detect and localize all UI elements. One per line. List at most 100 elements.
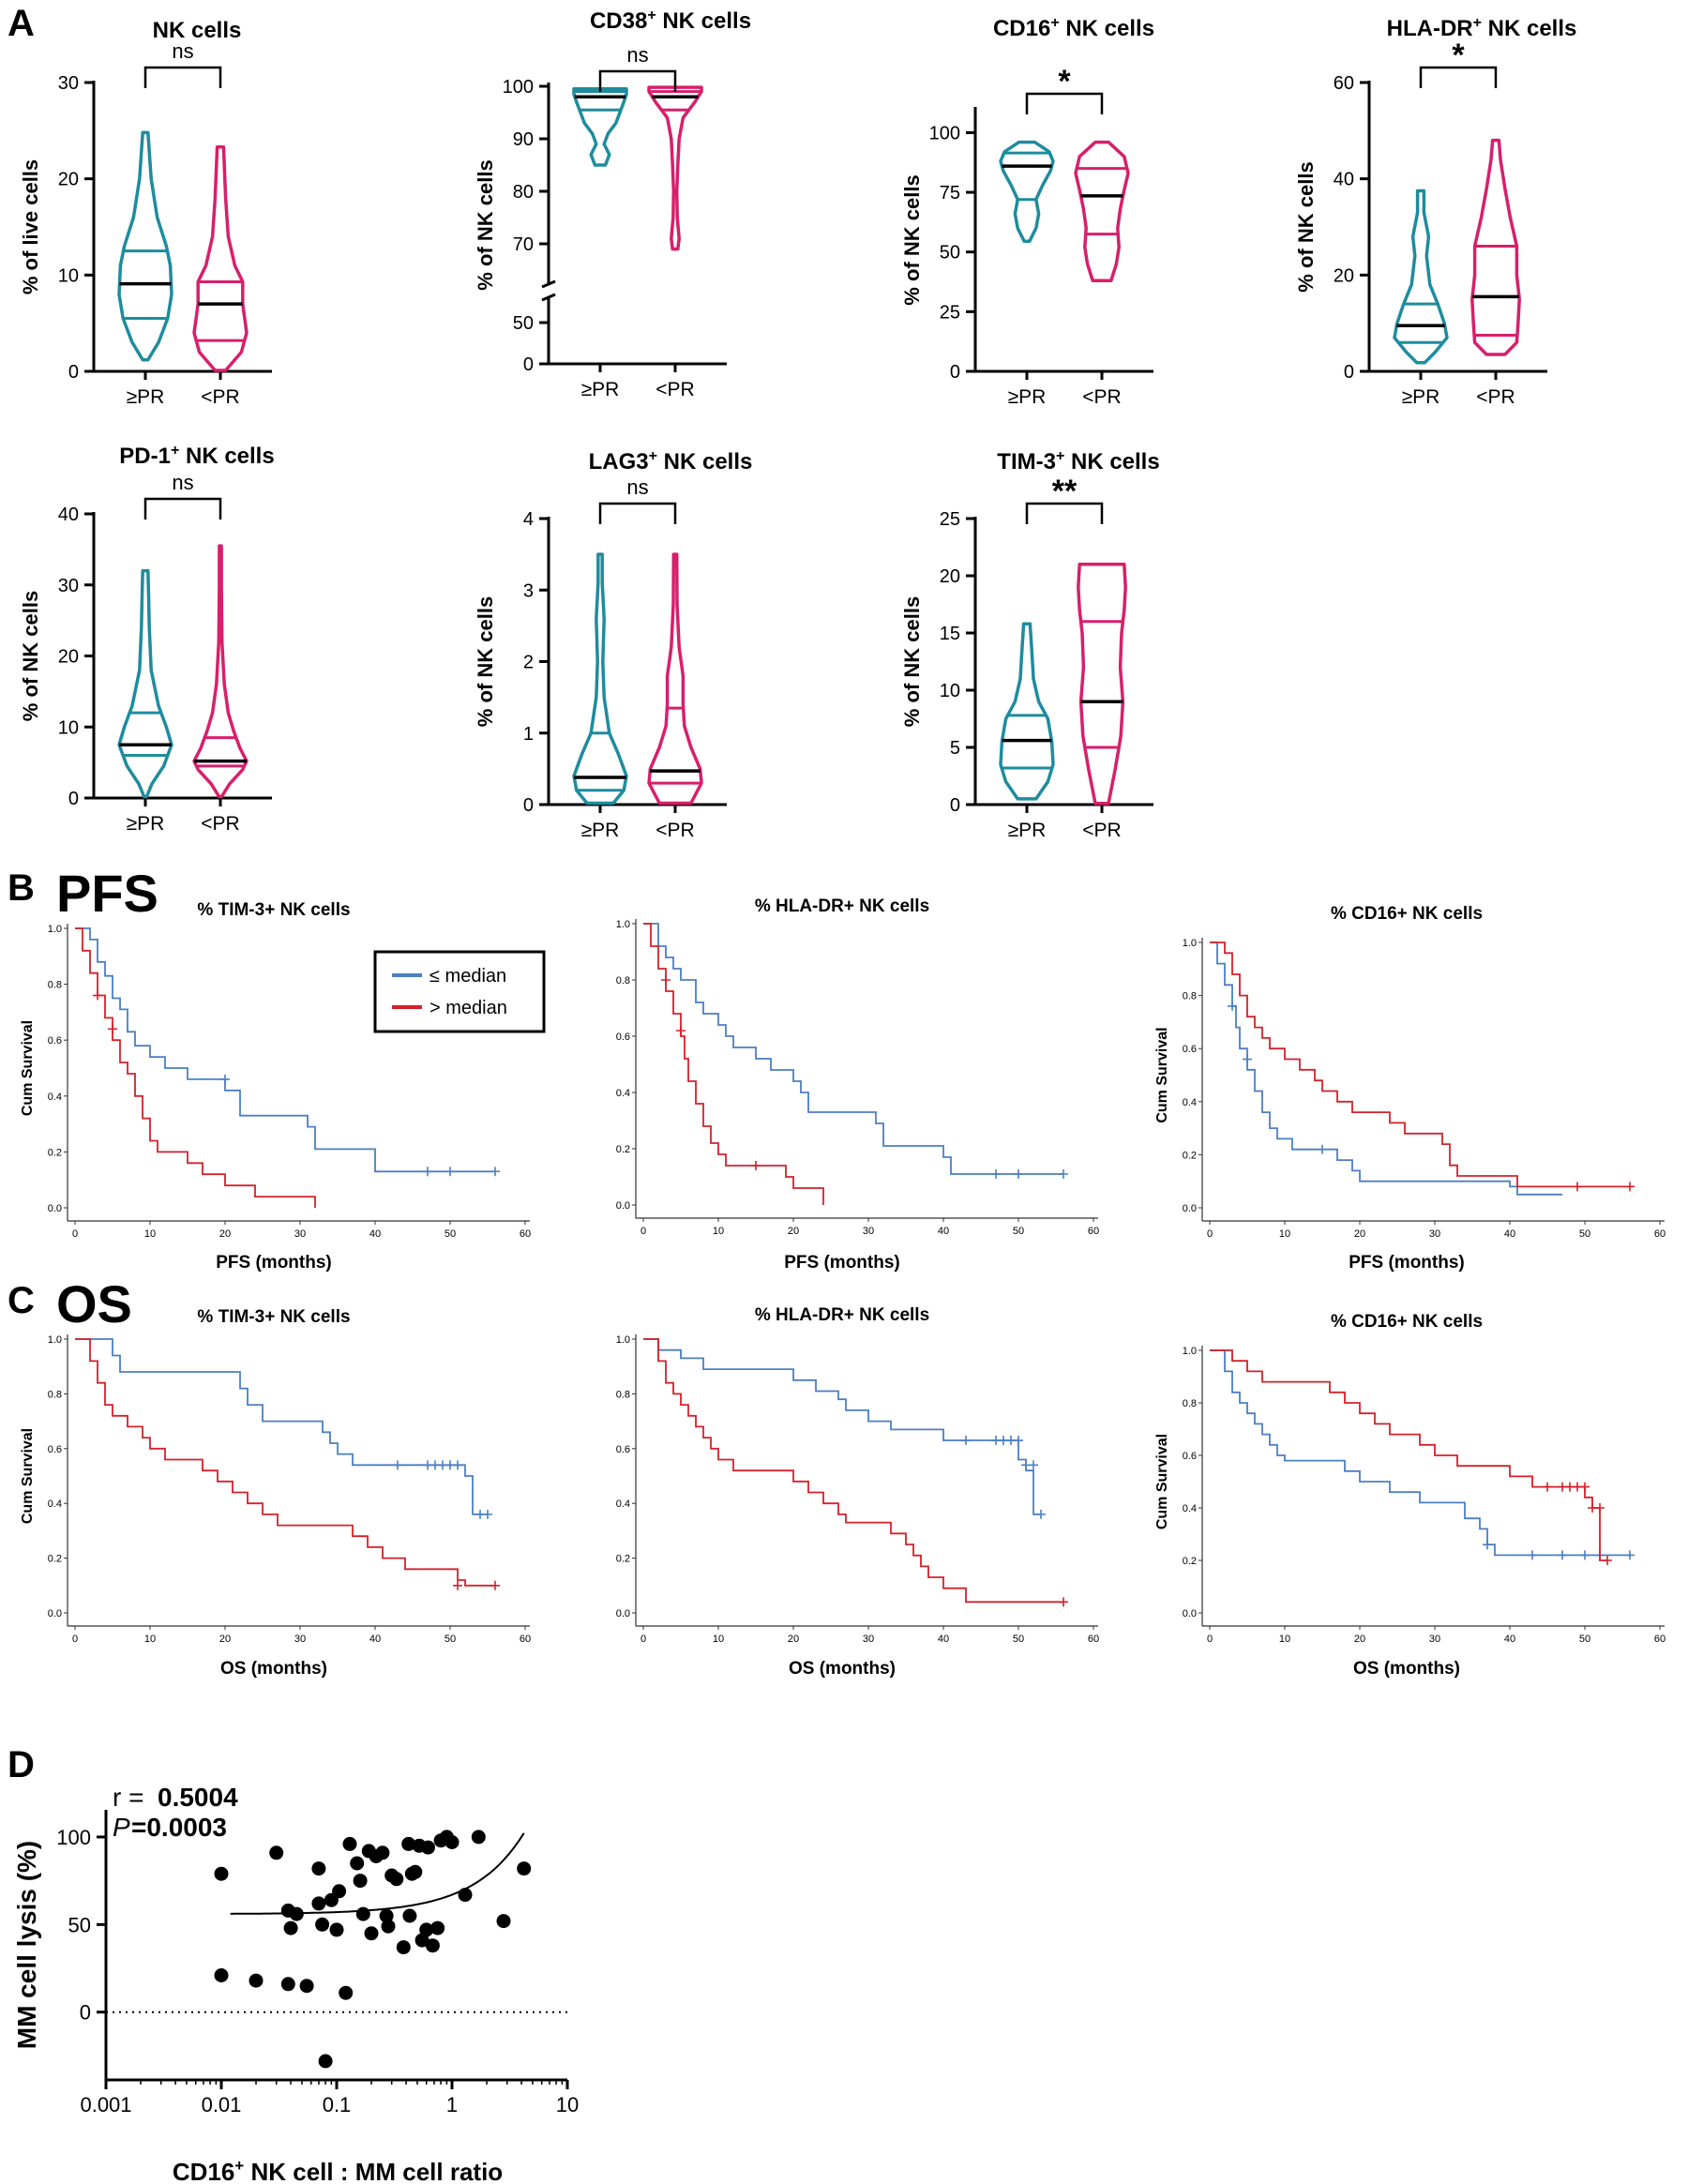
violin-ge-pr [1393, 188, 1449, 365]
x-tick-label: <PR [1082, 386, 1121, 408]
y-axis-label: % of NK cells [900, 174, 924, 305]
y-tick-label: 0 [950, 362, 960, 383]
x-tick-label: 60 [520, 1634, 531, 1645]
scatter-point [355, 1906, 370, 1921]
violin-ge-pr [572, 87, 628, 167]
y-tick-label: 0.2 [1183, 1556, 1197, 1567]
y-tick-label: 20 [58, 647, 79, 668]
scatter-point [269, 1845, 284, 1860]
km-legend: ≤ median > median [373, 950, 546, 1033]
panel-letter-c: C [8, 1280, 35, 1321]
km-chart-os_tim3: 0.0 0.2 0.4 0.6 0.8 1.0 0 10 20 30 40 50 60 % TIM-3+ … [20, 1307, 531, 1679]
violin-lt-pr [647, 552, 703, 806]
title-superscript: + [171, 443, 179, 459]
legend-box [373, 950, 546, 1033]
x-axis-label: CD16+ NK cell : MM cell ratio [173, 2157, 503, 2184]
y-axis-label: % of NK cells [19, 591, 42, 721]
scatter-point [445, 1835, 460, 1849]
y-tick-label: 0 [68, 789, 79, 809]
scatter-point [249, 1973, 264, 1988]
x-tick-label: ≥PR [1402, 386, 1440, 408]
y-tick-label: 0.2 [48, 1147, 62, 1158]
scatter-point [329, 1922, 344, 1937]
violin-chart-tim3: TIM-3+ NK cells 0 5 10 15 20 25 ≥PR <PR % of NK c… [900, 448, 1160, 841]
title-main: NK cells [153, 18, 242, 43]
censor-mark [453, 1580, 462, 1590]
y-tick-label: 100 [503, 77, 534, 98]
y-tick-label: 0.2 [48, 1554, 62, 1565]
scatter-point [214, 1866, 229, 1881]
x-tick-label: ≥PR [1008, 386, 1047, 408]
x-tick-label: 40 [938, 1634, 949, 1645]
violin-chart-cd38: CD38+ NK cells 0 50 70 80 90 100 ≥PR <PR % of NK … [474, 8, 751, 400]
title-rest: NK cells [1060, 16, 1154, 41]
scatter-point [342, 1836, 357, 1851]
y-tick-label: 0.0 [1183, 1203, 1197, 1214]
x-tick-label: 0 [1207, 1634, 1213, 1645]
y-tick-label: 100 [56, 1826, 91, 1849]
censor-mark [1595, 1503, 1605, 1513]
y-tick-label: 0.2 [616, 1554, 630, 1565]
censor-mark [1029, 1460, 1038, 1470]
x-axis-label-rest: NK cell : MM cell ratio [244, 2158, 503, 2184]
y-tick-label: 0.2 [1183, 1150, 1197, 1161]
x-tick-label: <PR [201, 386, 239, 408]
violin-lt-pr [1470, 138, 1521, 356]
censor-mark [1580, 1550, 1590, 1560]
x-tick-label: 20 [788, 1226, 799, 1237]
km-chart-os_cd16: 0.0 0.2 0.4 0.6 0.8 1.0 0 10 20 30 40 50 60 % CD16+ N… [1154, 1312, 1665, 1679]
x-tick-label: 20 [788, 1634, 799, 1645]
censor-mark [1243, 1054, 1252, 1064]
scatter-point [214, 1968, 229, 1982]
y-tick-label: 0.0 [616, 1608, 630, 1619]
title-superscript: + [1473, 15, 1482, 31]
censor-mark [961, 1436, 971, 1446]
x-tick-label: 40 [1504, 1634, 1515, 1645]
y-tick-label: 1 [523, 724, 534, 745]
significance-bracket [143, 497, 222, 520]
censor-mark [1625, 1550, 1635, 1560]
y-tick-label: 0.4 [48, 1092, 62, 1103]
violin-lt-pr [1074, 140, 1130, 283]
x-tick-label: 10 [1279, 1228, 1290, 1240]
scatter-point [419, 1922, 434, 1937]
scatter-point [280, 1977, 295, 1992]
y-tick-label: 0.0 [616, 1200, 630, 1212]
x-tick-label: 30 [863, 1634, 874, 1645]
scatter-point [318, 2054, 333, 2069]
x-tick-label: 10 [556, 2093, 579, 2116]
km-series-red [75, 927, 316, 1208]
y-tick-label: 70 [513, 234, 534, 255]
panel-b-title: PFS [56, 864, 158, 923]
scatter-point [381, 1919, 396, 1934]
x-tick-label: 0 [1207, 1228, 1213, 1240]
title-main: LAG3 [589, 449, 649, 474]
y-tick-label: 30 [58, 576, 79, 596]
x-tick-label: ≥PR [581, 379, 620, 400]
x-tick-label: <PR [201, 813, 239, 835]
annotation-r-label: r = [113, 1783, 143, 1812]
y-tick-label: 10 [58, 265, 79, 286]
censor-mark [220, 1074, 230, 1084]
censor-mark [1625, 1182, 1635, 1192]
censor-mark [1528, 1550, 1537, 1560]
x-axis-label: OS (months) [789, 1659, 896, 1679]
x-tick-label: 50 [1579, 1634, 1590, 1645]
x-tick-label: 50 [1013, 1226, 1024, 1237]
censor-mark [1059, 1169, 1068, 1179]
title-rest: NK cells [1482, 16, 1576, 41]
scatter-point [350, 1856, 365, 1871]
y-tick-label: 0 [523, 354, 534, 375]
scatter-point [430, 1920, 445, 1935]
km-series-blue [1210, 941, 1562, 1196]
chart-title: TIM-3+ NK cells [997, 448, 1159, 474]
km-series-red [75, 1338, 495, 1587]
y-tick-label: 1.0 [1183, 1346, 1197, 1357]
y-tick-label: 0.0 [1183, 1608, 1197, 1619]
legend-label-gt-median: > median [430, 998, 507, 1018]
y-tick-label: 0.4 [1183, 1097, 1197, 1108]
censor-mark [1014, 1169, 1023, 1179]
chart-title: NK cells [153, 18, 242, 43]
x-axis-label-main: CD16 [173, 2158, 234, 2184]
y-tick-label: 2 [523, 653, 534, 673]
